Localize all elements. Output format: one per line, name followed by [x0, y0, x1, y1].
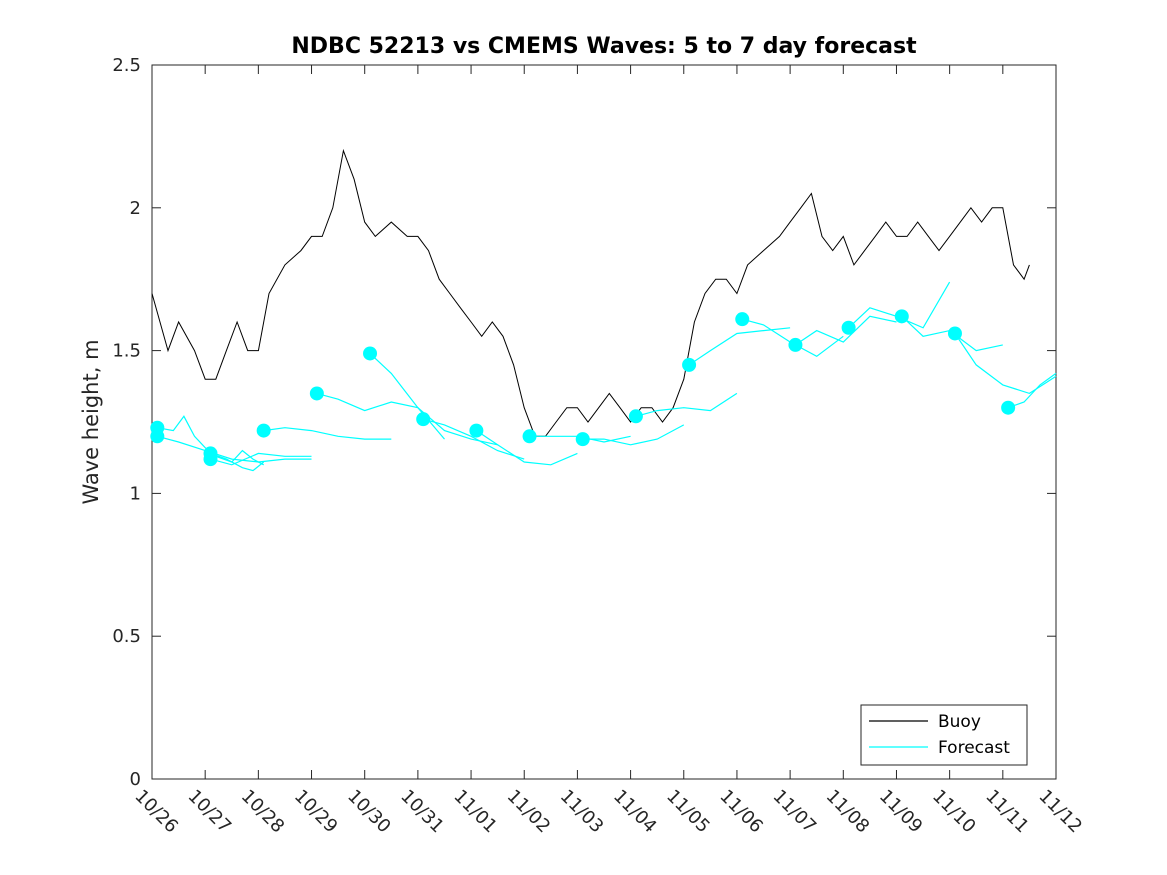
- x-tick-label: 10/28: [237, 786, 289, 838]
- legend: Buoy Forecast: [860, 704, 1028, 766]
- forecast-series-line: [263, 427, 392, 440]
- x-tick-label: 10/31: [396, 786, 448, 838]
- forecast-series-line: [688, 327, 791, 366]
- forecast-marker: [522, 429, 537, 444]
- x-tick-label: 11/07: [769, 786, 821, 838]
- x-tick-label: 11/03: [556, 786, 608, 838]
- forecast-marker: [947, 326, 962, 341]
- x-tick-label: 11/08: [822, 786, 874, 838]
- x-tick-label: 11/02: [503, 786, 555, 838]
- x-tick-label: 11/09: [875, 786, 927, 838]
- x-tick-label: 11/06: [715, 786, 767, 838]
- forecast-series-line: [369, 353, 498, 446]
- x-tick-label: 11/05: [662, 786, 714, 838]
- forecast-series-line: [157, 435, 312, 463]
- forecast-series-line: [210, 452, 312, 466]
- forecast-marker: [735, 312, 750, 327]
- legend-label-buoy: Buoy: [938, 712, 981, 732]
- forecast-marker: [469, 423, 484, 438]
- chart-title: NDBC 52213 vs CMEMS Waves: 5 to 7 day fo…: [291, 34, 917, 59]
- forecast-series-line: [795, 315, 897, 346]
- y-tick-label: 0.5: [112, 626, 141, 647]
- forecast-marker: [363, 346, 378, 361]
- forecast-marker: [309, 386, 324, 401]
- y-tick-label: 0: [130, 769, 141, 790]
- forecast-marker: [575, 432, 590, 447]
- series-layer: [150, 148, 1057, 472]
- x-tick-label: 10/27: [184, 786, 236, 838]
- x-tick-label: 10/29: [290, 786, 342, 838]
- buoy-series-line: [151, 148, 1030, 437]
- forecast-series-line: [1007, 372, 1057, 409]
- forecast-series-line: [635, 392, 738, 417]
- plot-area: [151, 64, 1057, 780]
- forecast-series-line: [210, 452, 265, 472]
- y-axis: 0 0.5 1 1.5 2 2.5: [112, 55, 1056, 790]
- y-tick-label: 2.5: [112, 55, 141, 76]
- legend-label-forecast: Forecast: [938, 738, 1010, 758]
- forecast-marker: [894, 309, 909, 324]
- x-tick-label: 10/26: [130, 786, 182, 838]
- legend-box: [860, 704, 1028, 766]
- forecast-marker: [682, 357, 697, 372]
- x-tick-label: 11/12: [1034, 786, 1086, 838]
- forecast-series-line: [423, 418, 525, 460]
- y-tick-label: 1.5: [112, 341, 141, 362]
- x-tick-label: 11/04: [609, 786, 661, 838]
- x-tick-label: 11/11: [981, 786, 1033, 838]
- y-axis-label: Wave height, m: [79, 339, 103, 504]
- forecast-marker: [203, 452, 218, 467]
- x-tick-label: 11/10: [928, 786, 980, 838]
- forecast-series-line: [582, 424, 685, 446]
- forecast-marker: [256, 423, 271, 438]
- x-tick-label: 11/01: [450, 786, 502, 838]
- forecast-marker: [788, 337, 803, 352]
- forecast-marker: [416, 412, 431, 427]
- forecast-marker: [150, 429, 165, 444]
- forecast-series-line: [476, 430, 578, 466]
- y-tick-label: 1: [130, 483, 141, 504]
- forecast-series-line: [954, 333, 1057, 395]
- forecast-marker: [628, 409, 643, 424]
- forecast-marker: [841, 320, 856, 335]
- y-tick-label: 2: [130, 198, 141, 219]
- forecast-marker: [1001, 400, 1016, 415]
- x-tick-label: 10/30: [343, 786, 395, 838]
